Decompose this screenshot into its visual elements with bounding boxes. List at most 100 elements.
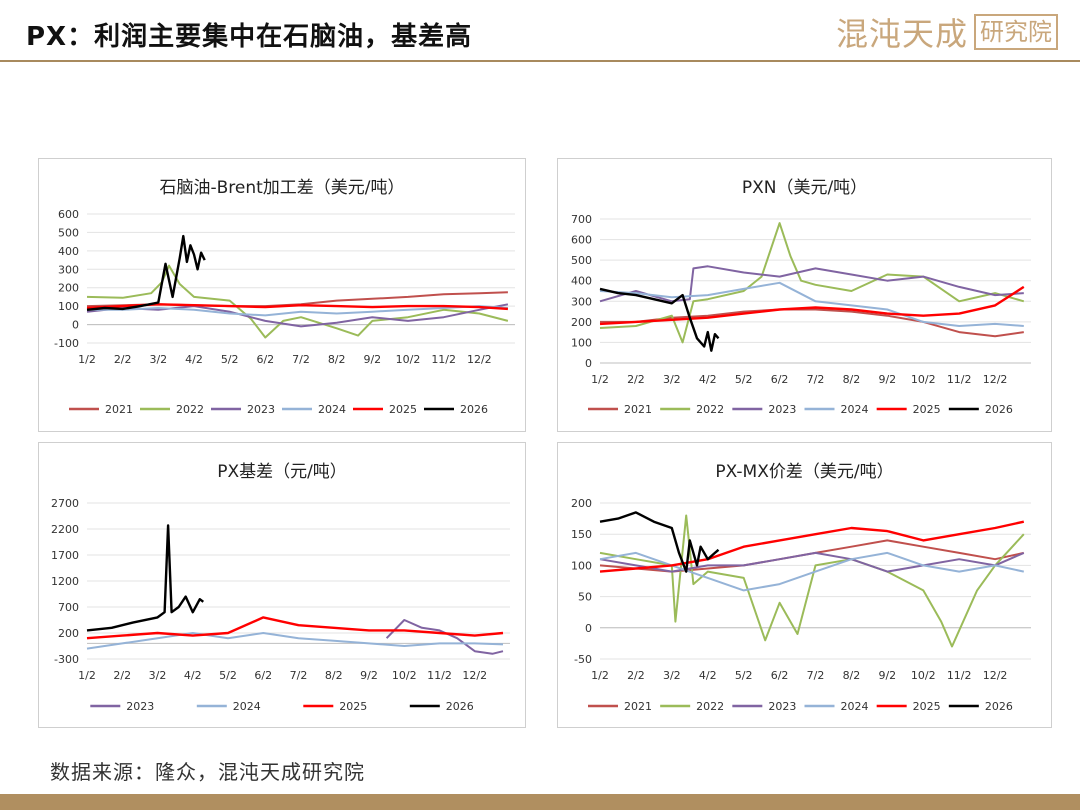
footer-bar	[0, 794, 1080, 810]
x-tick-label: 7/2	[807, 669, 825, 682]
series-line-2022	[599, 222, 1025, 344]
y-tick-label: 300	[58, 263, 79, 276]
series-line-2025	[599, 285, 1025, 326]
y-tick-label: 200	[58, 627, 79, 640]
legend-label-2024: 2024	[318, 403, 346, 416]
y-tick-label: -100	[54, 337, 79, 350]
y-tick-label: 200	[58, 282, 79, 295]
chart-title: 石脑油-Brent加工差（美元/吨）	[159, 178, 404, 198]
x-tick-label: 11/2	[431, 353, 456, 366]
legend-label-2023: 2023	[768, 700, 796, 713]
legend-label-2024: 2024	[841, 403, 869, 416]
y-tick-label: 600	[571, 234, 592, 247]
legend-label-2025: 2025	[339, 700, 367, 713]
y-tick-label: 150	[571, 528, 592, 541]
x-tick-label: 11/2	[947, 669, 972, 682]
chart-panel-px-mx-spread: PX-MX价差（美元/吨） 200 150 100 50 0 -50 1/2 2/2 3/2 4/2…	[557, 442, 1052, 728]
y-tick-label: 1700	[51, 549, 79, 562]
series-line-2026	[599, 287, 720, 352]
series-line-2024	[86, 632, 504, 650]
x-tick-label: 10/2	[911, 669, 936, 682]
x-tick-label: 3/2	[663, 373, 681, 386]
x-tick-label: 5/2	[221, 353, 239, 366]
legend-label-2026: 2026	[446, 700, 474, 713]
x-tick-label: 9/2	[878, 669, 896, 682]
x-tick-label: 10/2	[392, 669, 417, 682]
y-tick-label: 0	[585, 357, 592, 370]
series-line-2023	[86, 303, 509, 328]
x-tick-label: 8/2	[328, 353, 346, 366]
y-tick-label: 500	[571, 254, 592, 267]
series-line-2024	[87, 305, 508, 317]
x-tick-label: 9/2	[878, 373, 896, 386]
y-tick-label: 600	[58, 208, 79, 221]
series-line-2026	[599, 511, 720, 573]
chart-panel-pxn: PXN（美元/吨） 700 600 500 400 300 200 100 0 1/2 2/2 3/2…	[557, 158, 1052, 432]
y-tick-label: -300	[54, 653, 79, 666]
x-tick-label: 3/2	[149, 353, 167, 366]
y-tick-label: 300	[571, 295, 592, 308]
legend-label-2024: 2024	[841, 700, 869, 713]
x-tick-label: 2/2	[627, 373, 645, 386]
y-tick-label: -50	[574, 653, 592, 666]
legend-label-2024: 2024	[233, 700, 261, 713]
x-tick-label: 10/2	[911, 373, 936, 386]
logo-box: 研究院	[974, 14, 1058, 50]
chart-panel-px-basis: PX基差（元/吨） 2700 2200 1700 1200 700 200 -300 1/2 2/…	[38, 442, 526, 728]
legend-label-2025: 2025	[913, 700, 941, 713]
legend-label-2022: 2022	[176, 403, 204, 416]
x-tick-label: 9/2	[360, 669, 378, 682]
chart-title: PX-MX价差（美元/吨）	[715, 462, 893, 482]
y-tick-label: 200	[571, 497, 592, 510]
data-source: 数据来源：隆众，混沌天成研究院	[50, 760, 365, 784]
y-tick-label: 100	[571, 336, 592, 349]
x-tick-label: 9/2	[363, 353, 381, 366]
x-tick-label: 4/2	[699, 669, 717, 682]
x-tick-label: 1/2	[78, 669, 96, 682]
chart-panel-naphtha-brent-spread: 石脑油-Brent加工差（美元/吨） 600 500 400 300 200 100 0 -10…	[38, 158, 526, 432]
legend-label-2021: 2021	[624, 700, 652, 713]
series-line-2025	[86, 303, 508, 311]
legend-label-2026: 2026	[985, 403, 1013, 416]
y-tick-label: 700	[58, 601, 79, 614]
logo-text: 混沌天成	[835, 15, 968, 53]
x-tick-label: 5/2	[219, 669, 237, 682]
legend-label-2025: 2025	[389, 403, 417, 416]
legend-label-2021: 2021	[624, 403, 652, 416]
x-tick-label: 8/2	[843, 373, 861, 386]
series-line-2022	[599, 514, 1025, 648]
legend-label-2023: 2023	[247, 403, 275, 416]
x-tick-label: 7/2	[292, 353, 310, 366]
x-tick-label: 11/2	[427, 669, 452, 682]
y-tick-label: 700	[571, 213, 592, 226]
x-tick-label: 4/2	[185, 353, 203, 366]
x-tick-label: 6/2	[771, 373, 789, 386]
y-tick-label: 1200	[51, 575, 79, 588]
series-line-2026	[86, 234, 206, 311]
legend-label-2025: 2025	[913, 403, 941, 416]
series-line-2024	[599, 281, 1024, 327]
chart-title: PX基差（元/吨）	[217, 462, 347, 482]
legend-label-2022: 2022	[696, 700, 724, 713]
y-tick-label: 400	[58, 245, 79, 258]
series-line-2025	[86, 616, 504, 640]
brand-logo: 混沌天成 研究院	[836, 10, 1058, 54]
series-line-2023	[599, 551, 1025, 573]
header-divider	[0, 60, 1080, 62]
series-line-2023	[385, 619, 504, 655]
x-tick-label: 2/2	[114, 353, 132, 366]
y-tick-label: 100	[58, 300, 79, 313]
x-tick-label: 7/2	[290, 669, 308, 682]
chart-naphtha-brent-spread: 石脑油-Brent加工差（美元/吨） 600 500 400 300 200 100 0 -10…	[54, 178, 515, 416]
legend-label-2023: 2023	[768, 403, 796, 416]
x-tick-label: 6/2	[256, 353, 274, 366]
page-title: PX：利润主要集中在石脑油，基差高	[26, 22, 473, 52]
x-tick-label: 12/2	[462, 669, 487, 682]
x-tick-label: 2/2	[627, 669, 645, 682]
x-tick-label: 3/2	[149, 669, 167, 682]
y-tick-label: 0	[72, 319, 79, 332]
x-tick-label: 4/2	[184, 669, 202, 682]
series-line-2023	[599, 265, 1024, 303]
x-tick-label: 11/2	[947, 373, 972, 386]
x-tick-label: 12/2	[467, 353, 492, 366]
